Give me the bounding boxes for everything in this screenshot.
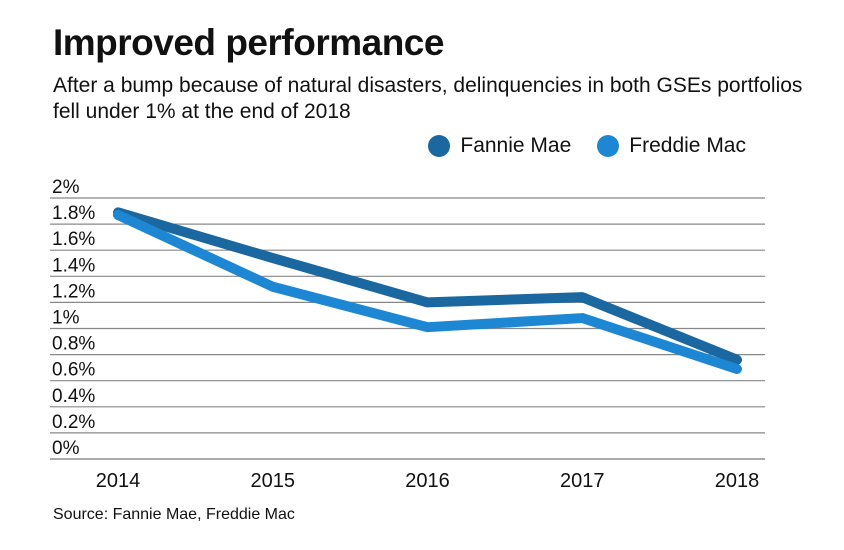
legend-swatch — [597, 135, 620, 157]
x-tick-label: 2014 — [96, 470, 141, 492]
legend-item-freddie-mac: Freddie Mac — [597, 134, 746, 158]
legend: Fannie Mae Freddie Mac — [428, 134, 746, 158]
y-tick-label: 1.2% — [52, 281, 95, 302]
y-tick-label: 0.4% — [52, 386, 95, 407]
y-tick-label: 1.6% — [52, 229, 95, 250]
source-note: Source: Fannie Mae, Freddie Mac — [53, 506, 295, 523]
y-tick-label: 1.8% — [52, 203, 95, 224]
x-tick-label: 2018 — [715, 470, 760, 492]
y-tick-label: 2% — [52, 177, 80, 198]
y-tick-label: 0.2% — [52, 412, 95, 433]
legend-item-fannie-mae: Fannie Mae — [428, 134, 571, 158]
legend-swatch — [428, 135, 451, 157]
y-tick-label: 0.6% — [52, 360, 95, 381]
y-tick-label: 0% — [52, 438, 80, 459]
chart-title: Improved performance — [53, 22, 444, 63]
legend-label: Freddie Mac — [629, 134, 746, 157]
x-tick-label: 2017 — [560, 470, 605, 492]
y-tick-label: 1% — [52, 308, 80, 329]
legend-label: Fannie Mae — [460, 134, 572, 157]
y-tick-label: 1.4% — [52, 255, 95, 276]
y-tick-label: 0.8% — [52, 334, 95, 355]
x-tick-label: 2015 — [251, 470, 296, 492]
chart-subtitle: After a bump because of natural disaster… — [53, 74, 803, 123]
x-tick-label: 2016 — [405, 470, 450, 492]
